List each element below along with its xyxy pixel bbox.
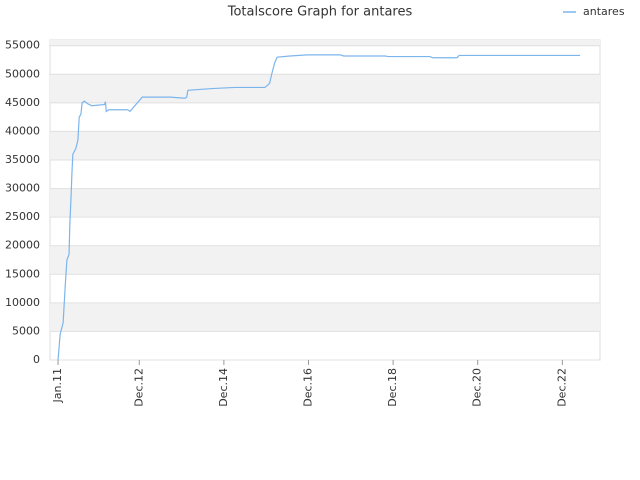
y-tick-label: 20000 bbox=[5, 239, 40, 252]
grid-band bbox=[50, 131, 600, 160]
y-tick-label: 0 bbox=[33, 353, 40, 366]
y-tick-label: 10000 bbox=[5, 296, 40, 309]
grid-band bbox=[50, 74, 600, 103]
y-tick-label: 5000 bbox=[12, 324, 40, 337]
x-tick-label: Dec.18 bbox=[386, 368, 399, 407]
grid-band bbox=[50, 245, 600, 275]
x-tick-label: Dec.12 bbox=[132, 368, 145, 407]
x-tick-label: Dec.20 bbox=[471, 368, 484, 407]
x-tick-label: Dec.14 bbox=[217, 368, 230, 407]
line bbox=[57, 54, 581, 361]
y-tick-label: 30000 bbox=[5, 182, 40, 195]
y-tick-label: 50000 bbox=[5, 67, 40, 80]
x-tick-label: Jan.11 bbox=[51, 368, 64, 403]
grid-band bbox=[50, 302, 600, 332]
x-tick-label: Dec.16 bbox=[302, 368, 315, 407]
x-tick-label: Dec.22 bbox=[555, 368, 568, 407]
grid-band bbox=[50, 188, 600, 218]
y-tick-label: 35000 bbox=[5, 153, 40, 166]
y-tick-label: 25000 bbox=[5, 210, 40, 223]
y-tick-label: 15000 bbox=[5, 267, 40, 280]
y-tick-label: 40000 bbox=[5, 124, 40, 137]
chart-title: Totalscore Graph for antares bbox=[227, 5, 413, 20]
legend-label: antares bbox=[583, 5, 625, 18]
y-tick-label: 55000 bbox=[5, 39, 40, 52]
grid-band bbox=[50, 40, 600, 46]
y-tick-label: 45000 bbox=[5, 96, 40, 109]
